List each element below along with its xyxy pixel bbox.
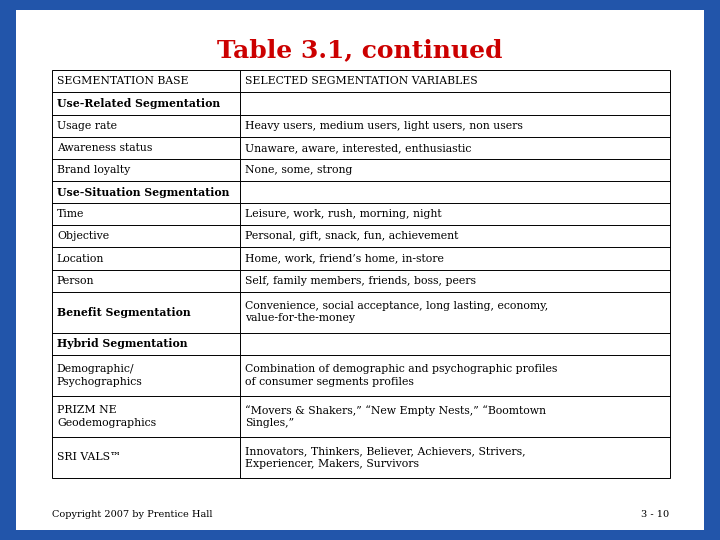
Text: SRI VALS™: SRI VALS™ [57, 453, 121, 462]
Text: Demographic/
Psychographics: Demographic/ Psychographics [57, 364, 143, 387]
Text: PRIZM NE
Geodemographics: PRIZM NE Geodemographics [57, 405, 156, 428]
Text: Awareness status: Awareness status [57, 143, 152, 153]
Text: Table 3.1, continued: Table 3.1, continued [217, 38, 503, 62]
Text: 3 - 10: 3 - 10 [642, 510, 670, 518]
Text: “Movers & Shakers,” “New Empty Nests,” “Boomtown
Singles,”: “Movers & Shakers,” “New Empty Nests,” “… [246, 405, 546, 428]
Text: Personal, gift, snack, fun, achievement: Personal, gift, snack, fun, achievement [246, 231, 459, 241]
Text: Hybrid Segmentation: Hybrid Segmentation [57, 339, 187, 349]
Text: Unaware, aware, interested, enthusiastic: Unaware, aware, interested, enthusiastic [246, 143, 472, 153]
Bar [52, 70, 670, 478]
Text: Time: Time [57, 209, 84, 219]
Text: SELECTED SEGMENTATION VARIABLES: SELECTED SEGMENTATION VARIABLES [246, 76, 478, 86]
Text: Home, work, friend’s home, in-store: Home, work, friend’s home, in-store [246, 254, 444, 264]
Text: Use-Situation Segmentation: Use-Situation Segmentation [57, 186, 229, 198]
Text: Location: Location [57, 254, 104, 264]
Text: Leisure, work, rush, morning, night: Leisure, work, rush, morning, night [246, 209, 442, 219]
Text: Self, family members, friends, boss, peers: Self, family members, friends, boss, pee… [246, 276, 477, 286]
Text: Benefit Segmentation: Benefit Segmentation [57, 307, 191, 318]
Text: Person: Person [57, 276, 94, 286]
Text: Heavy users, medium users, light users, non users: Heavy users, medium users, light users, … [246, 120, 523, 131]
Text: Use-Related Segmentation: Use-Related Segmentation [57, 98, 220, 109]
Text: SEGMENTATION BASE: SEGMENTATION BASE [57, 76, 189, 86]
Text: Brand loyalty: Brand loyalty [57, 165, 130, 175]
Text: Innovators, Thinkers, Believer, Achievers, Strivers,
Experiencer, Makers, Surviv: Innovators, Thinkers, Believer, Achiever… [246, 446, 526, 469]
Text: Usage rate: Usage rate [57, 120, 117, 131]
Text: Combination of demographic and psychographic profiles
of consumer segments profi: Combination of demographic and psychogra… [246, 364, 558, 387]
Text: Convenience, social acceptance, long lasting, economy,
value-for-the-money: Convenience, social acceptance, long las… [246, 301, 549, 323]
Text: Copyright 2007 by Prentice Hall: Copyright 2007 by Prentice Hall [52, 510, 212, 518]
Text: None, some, strong: None, some, strong [246, 165, 353, 175]
Text: Objective: Objective [57, 231, 109, 241]
